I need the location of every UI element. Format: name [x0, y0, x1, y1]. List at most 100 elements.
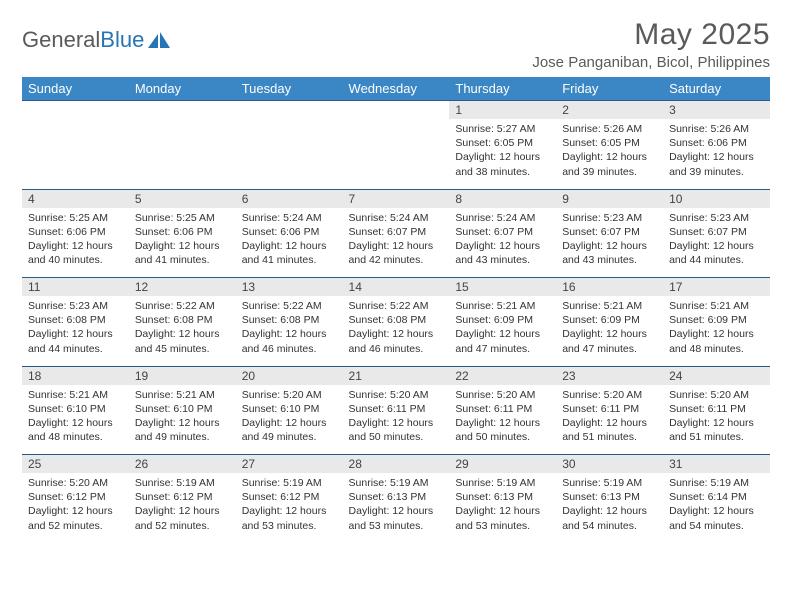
calendar-page: GeneralBlue May 2025 Jose Panganiban, Bi…	[0, 0, 792, 543]
day-body-cell: Sunrise: 5:19 AMSunset: 6:13 PMDaylight:…	[449, 473, 556, 543]
daylight-line: Daylight: 12 hours and 41 minutes.	[135, 239, 230, 267]
daylight-line: Daylight: 12 hours and 40 minutes.	[28, 239, 123, 267]
day-body-cell: Sunrise: 5:19 AMSunset: 6:13 PMDaylight:…	[556, 473, 663, 543]
sunrise-line: Sunrise: 5:21 AM	[135, 388, 230, 402]
day-number-cell: 5	[129, 189, 236, 208]
day-number-cell: 31	[663, 455, 770, 474]
sunset-line: Sunset: 6:06 PM	[28, 225, 123, 239]
sunset-line: Sunset: 6:08 PM	[242, 313, 337, 327]
daylight-line: Daylight: 12 hours and 39 minutes.	[669, 150, 764, 178]
sunrise-line: Sunrise: 5:21 AM	[455, 299, 550, 313]
sunrise-line: Sunrise: 5:21 AM	[562, 299, 657, 313]
day-body-cell: Sunrise: 5:20 AMSunset: 6:11 PMDaylight:…	[556, 385, 663, 455]
sunrise-line: Sunrise: 5:20 AM	[242, 388, 337, 402]
sunrise-line: Sunrise: 5:27 AM	[455, 122, 550, 136]
day-body-row: Sunrise: 5:23 AM Sunset: 6:08 PM Daylight:…	[22, 296, 770, 366]
logo-sail-icon	[148, 28, 170, 54]
day-body-cell: Sunrise: 5:20 AMSunset: 6:11 PMDaylight:…	[343, 385, 450, 455]
day-body-cell: Sunrise: 5:20 AMSunset: 6:12 PMDaylight:…	[22, 473, 129, 543]
sunrise-line: Sunrise: 5:22 AM	[135, 299, 230, 313]
day-body-cell: Sunrise: 5:22 AMSunset: 6:08 PMDaylight:…	[343, 296, 450, 366]
day-number-row: 11121314151617	[22, 278, 770, 297]
daylight-line: Daylight: 12 hours and 42 minutes.	[349, 239, 444, 267]
daylight-line: Daylight: 12 hours and 38 minutes.	[455, 150, 550, 178]
day-number-cell: 20	[236, 366, 343, 385]
sunset-line: Sunset: 6:07 PM	[562, 225, 657, 239]
day-body-cell: Sunrise: 5:24 AMSunset: 6:07 PMDaylight:…	[449, 208, 556, 278]
day-body-row: Sunrise: 5:27 AMSunset: 6:05 PMDaylight:…	[22, 119, 770, 189]
sunrise-line: Sunrise: 5:19 AM	[455, 476, 550, 490]
day-body-cell: Sunrise: 5:22 AMSunset: 6:08 PMDaylight:…	[236, 296, 343, 366]
daylight-line: Daylight: 12 hours and 45 minutes.	[135, 327, 230, 355]
day-body-cell: Sunrise: 5:21 AMSunset: 6:10 PMDaylight:…	[22, 385, 129, 455]
day-body-cell	[236, 119, 343, 189]
sunrise-line: Sunrise: 5:22 AM	[349, 299, 444, 313]
day-number-cell: 30	[556, 455, 663, 474]
sunrise-line: Sunrise: 5:20 AM	[455, 388, 550, 402]
title-block: May 2025 Jose Panganiban, Bicol, Philipp…	[532, 18, 770, 71]
day-body-cell: Sunrise: 5:21 AMSunset: 6:09 PMDaylight:…	[449, 296, 556, 366]
day-number-cell: 1	[449, 101, 556, 120]
sunset-line: Sunset: 6:14 PM	[669, 490, 764, 504]
sunset-line: Sunset: 6:05 PM	[562, 136, 657, 150]
day-number-cell: 29	[449, 455, 556, 474]
day-number-cell: 8	[449, 189, 556, 208]
day-number-cell: 24	[663, 366, 770, 385]
daylight-line: Daylight: 12 hours and 44 minutes.	[669, 239, 764, 267]
day-body-cell: Sunrise: 5:26 AMSunset: 6:06 PMDaylight:…	[663, 119, 770, 189]
sunset-line: Sunset: 6:11 PM	[455, 402, 550, 416]
sunset-line: Sunset: 6:12 PM	[242, 490, 337, 504]
daylight-line: Daylight: 12 hours and 48 minutes.	[669, 327, 764, 355]
day-number-cell: 15	[449, 278, 556, 297]
sunrise-line: Sunrise: 5:19 AM	[242, 476, 337, 490]
day-number-cell	[236, 101, 343, 120]
weekday-header-row: Sunday Monday Tuesday Wednesday Thursday…	[22, 77, 770, 101]
day-number-cell: 27	[236, 455, 343, 474]
day-body-row: Sunrise: 5:25 AMSunset: 6:06 PMDaylight:…	[22, 208, 770, 278]
daylight-line: Daylight: 12 hours and 47 minutes.	[455, 327, 550, 355]
day-number-cell: 11	[22, 278, 129, 297]
day-body-cell: Sunrise: 5:24 AMSunset: 6:06 PMDaylight:…	[236, 208, 343, 278]
day-number-cell	[343, 101, 450, 120]
logo-text-2: Blue	[100, 27, 144, 53]
daylight-line: Daylight: 12 hours and 50 minutes.	[349, 416, 444, 444]
day-number-cell: 16	[556, 278, 663, 297]
sunrise-line: Sunrise: 5:25 AM	[28, 211, 123, 225]
day-number-cell: 28	[343, 455, 450, 474]
sunrise-line: Sunrise: 5:19 AM	[135, 476, 230, 490]
sunrise-line: Sunrise: 5:23 AM	[28, 299, 123, 313]
sunrise-line: Sunrise: 5:22 AM	[242, 299, 337, 313]
daylight-line: Daylight: 12 hours and 54 minutes.	[562, 504, 657, 532]
day-body-row: Sunrise: 5:20 AMSunset: 6:12 PMDaylight:…	[22, 473, 770, 543]
daylight-line: Daylight: 12 hours and 53 minutes.	[242, 504, 337, 532]
day-body-cell	[22, 119, 129, 189]
weekday-header: Sunday	[22, 77, 129, 101]
day-number-cell	[22, 101, 129, 120]
daylight-line: Daylight: 12 hours and 52 minutes.	[135, 504, 230, 532]
day-number-row: 18192021222324	[22, 366, 770, 385]
sunset-line: Sunset: 6:09 PM	[562, 313, 657, 327]
month-title: May 2025	[532, 18, 770, 52]
day-body-cell: Sunrise: 5:19 AMSunset: 6:13 PMDaylight:…	[343, 473, 450, 543]
sunrise-line: Sunrise: 5:26 AM	[669, 122, 764, 136]
sunrise-line: Sunrise: 5:24 AM	[242, 211, 337, 225]
sunset-line: Sunset: 6:11 PM	[349, 402, 444, 416]
sunset-line: Sunset: 6:13 PM	[562, 490, 657, 504]
weekday-header: Thursday	[449, 77, 556, 101]
sunrise-line: Sunrise: 5:21 AM	[669, 299, 764, 313]
daylight-line: Daylight: 12 hours and 49 minutes.	[242, 416, 337, 444]
day-body-cell: Sunrise: 5:23 AMSunset: 6:07 PMDaylight:…	[663, 208, 770, 278]
sunset-line: Sunset: 6:05 PM	[455, 136, 550, 150]
daylight-line: Daylight: 12 hours and 43 minutes.	[562, 239, 657, 267]
day-number-cell: 19	[129, 366, 236, 385]
daylight-line: Daylight: 12 hours and 51 minutes.	[562, 416, 657, 444]
day-number-row: 123	[22, 101, 770, 120]
sunset-line: Sunset: 6:06 PM	[669, 136, 764, 150]
day-number-cell: 14	[343, 278, 450, 297]
day-number-cell: 10	[663, 189, 770, 208]
sunrise-line: Sunrise: 5:20 AM	[349, 388, 444, 402]
day-body-cell: Sunrise: 5:27 AMSunset: 6:05 PMDaylight:…	[449, 119, 556, 189]
weekday-header: Saturday	[663, 77, 770, 101]
weekday-header: Friday	[556, 77, 663, 101]
sunrise-line: Sunrise: 5:19 AM	[349, 476, 444, 490]
